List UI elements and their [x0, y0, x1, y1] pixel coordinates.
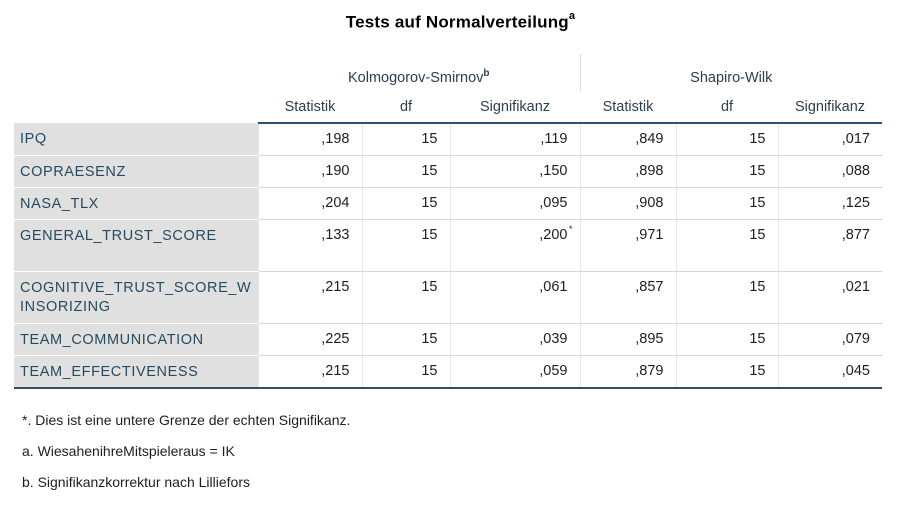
table-cell: ,133 [257, 219, 362, 272]
column-header-row: Statistik df Signifikanz Statistik df Si… [14, 92, 882, 124]
table-row: GENERAL_TRUST_SCORE ,133 15 ,200 * ,971 1… [14, 219, 882, 272]
group-header-label: Shapiro-Wilk [690, 70, 773, 86]
table-row: COPRAESENZ ,190 15 ,150 ,898 15 ,088 [14, 155, 882, 188]
table-cell: ,119 [449, 123, 580, 156]
table-cell: 15 [675, 155, 778, 188]
table-cell: 15 [675, 355, 778, 389]
row-label: COPRAESENZ [14, 155, 258, 188]
normality-tests-table: Kolmogorov-Smirnovb Shapiro-Wilk Statist… [14, 54, 882, 389]
table-title: Tests auf Normalverteilunga [0, 10, 921, 33]
table-cell: ,017 [777, 123, 882, 156]
table-cell: ,088 [777, 155, 882, 188]
table-footnotes: *. Dies ist eine untere Grenze der echte… [22, 412, 350, 505]
header-corner [14, 92, 258, 123]
group-header-row: Kolmogorov-Smirnovb Shapiro-Wilk [14, 54, 882, 92]
footnote: a. WiesahenihreMitspieleraus = IK [22, 443, 235, 459]
table-cell: ,039 [449, 323, 580, 356]
column-header: Signifikanz [778, 92, 882, 124]
cell-value-wrap: ,200 * [539, 224, 572, 243]
table-cell: ,215 [257, 355, 362, 389]
group-header-shapiro-wilk: Shapiro-Wilk [579, 54, 882, 92]
table-cell: ,095 [449, 187, 580, 220]
table-cell: 15 [361, 187, 450, 220]
column-header: Statistik [580, 92, 676, 124]
table-cell: 15 [675, 123, 778, 156]
title-footnote-marker: a [568, 10, 576, 22]
row-label: TEAM_COMMUNICATION [14, 323, 258, 356]
table-cell: ,971 [579, 219, 676, 272]
table-cell: 15 [361, 219, 450, 272]
table-row: COGNITIVE_TRUST_SCORE_WINSORIZING ,215 1… [14, 271, 882, 324]
table-cell: ,895 [579, 323, 676, 356]
column-header: df [676, 92, 778, 124]
table-cell: ,198 [257, 123, 362, 156]
footnote: *. Dies ist eine untere Grenze der echte… [22, 412, 351, 428]
table-cell: 15 [361, 355, 450, 389]
row-label: GENERAL_TRUST_SCORE [14, 219, 258, 272]
table-title-text: Tests auf Normalverteilung [345, 12, 569, 32]
table-cell: ,898 [579, 155, 676, 188]
group-footnote-marker: b [483, 68, 490, 80]
table-cell: ,225 [257, 323, 362, 356]
column-header: df [362, 92, 450, 124]
header-corner [14, 54, 258, 92]
table-cell: ,204 [257, 187, 362, 220]
row-label: IPQ [14, 123, 258, 156]
row-label: TEAM_EFFECTIVENESS [14, 355, 258, 389]
row-label: COGNITIVE_TRUST_SCORE_WINSORIZING [14, 271, 258, 324]
table-cell: ,215 [257, 271, 362, 324]
group-header-kolmogorov-smirnov: Kolmogorov-Smirnovb [258, 54, 580, 92]
table-cell: ,079 [777, 323, 882, 356]
table-cell: 15 [675, 187, 778, 220]
table-row: NASA_TLX ,204 15 ,095 ,908 15 ,125 [14, 187, 882, 220]
table-row: IPQ ,198 15 ,119 ,849 15 ,017 [14, 123, 882, 156]
footnote: b. Signifikanzkorrektur nach Lilliefors [22, 474, 250, 490]
table-cell: ,125 [777, 187, 882, 220]
table-row: TEAM_EFFECTIVENESS ,215 15 ,059 ,879 15 … [14, 355, 882, 389]
table-cell: 15 [361, 271, 450, 324]
table-cell: ,059 [449, 355, 580, 389]
table-cell: ,857 [579, 271, 676, 324]
table-cell: ,908 [579, 187, 676, 220]
table-cell: 15 [675, 271, 778, 324]
row-label: NASA_TLX [14, 187, 258, 220]
table-cell: ,849 [579, 123, 676, 156]
table-row: TEAM_COMMUNICATION ,225 15 ,039 ,895 15 … [14, 323, 882, 356]
table-cell: ,021 [777, 271, 882, 324]
table-cell: ,150 [449, 155, 580, 188]
table-cell: 15 [675, 323, 778, 356]
table-cell: ,190 [257, 155, 362, 188]
table-cell: 15 [361, 155, 450, 188]
group-header-label: Kolmogorov-Smirnov [348, 70, 484, 86]
cell-value: ,200 [539, 226, 568, 243]
table-cell-with-footnote: ,200 * [449, 219, 580, 272]
column-header: Signifikanz [450, 92, 580, 124]
table-cell: ,879 [579, 355, 676, 389]
table-cell: 15 [675, 219, 778, 272]
table-cell: ,877 [777, 219, 882, 272]
cell-footnote-marker: * [568, 223, 573, 234]
table-cell: ,061 [449, 271, 580, 324]
table-cell: ,045 [777, 355, 882, 389]
column-header: Statistik [258, 92, 362, 124]
table-cell: 15 [361, 123, 450, 156]
table-cell: 15 [361, 323, 450, 356]
